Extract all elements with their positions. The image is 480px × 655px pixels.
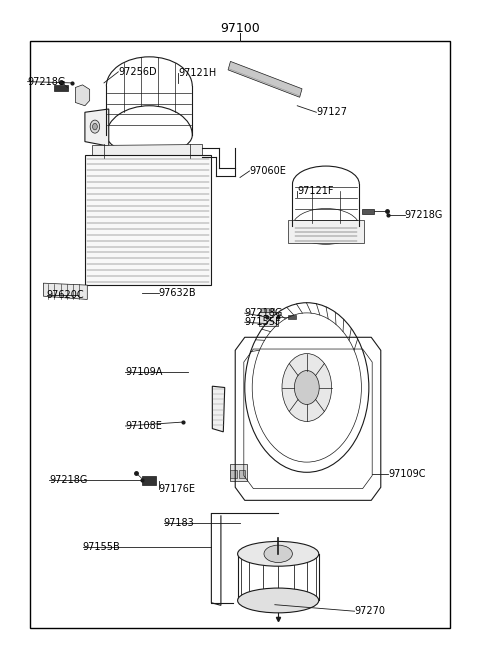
Text: 97256D: 97256D	[118, 67, 157, 77]
Polygon shape	[142, 476, 156, 485]
Polygon shape	[92, 143, 202, 158]
Text: 97183: 97183	[164, 518, 194, 528]
Text: 97620C: 97620C	[47, 290, 84, 300]
Text: 97109A: 97109A	[125, 367, 163, 377]
Bar	[266, 308, 269, 312]
Bar	[239, 470, 245, 477]
Text: 97121F: 97121F	[297, 185, 334, 196]
Bar	[288, 315, 296, 319]
Bar	[30, 41, 450, 627]
Text: 97632B: 97632B	[159, 288, 196, 298]
Polygon shape	[85, 155, 211, 285]
Text: 97121H: 97121H	[178, 68, 216, 78]
Circle shape	[282, 354, 332, 421]
Polygon shape	[259, 312, 278, 326]
Ellipse shape	[264, 545, 292, 563]
Ellipse shape	[238, 588, 319, 613]
Text: 97218G: 97218G	[28, 77, 66, 86]
Bar	[261, 308, 264, 312]
Text: 97176E: 97176E	[159, 483, 196, 494]
Polygon shape	[54, 85, 68, 91]
Polygon shape	[212, 386, 225, 432]
Text: 97109C: 97109C	[388, 469, 425, 479]
Polygon shape	[85, 109, 109, 146]
Text: 97100: 97100	[220, 22, 260, 35]
Bar	[230, 470, 237, 477]
Ellipse shape	[238, 542, 319, 566]
Polygon shape	[288, 220, 364, 243]
Circle shape	[294, 371, 319, 404]
Text: 97218G: 97218G	[405, 210, 443, 220]
Polygon shape	[75, 85, 90, 105]
Polygon shape	[229, 464, 247, 481]
Text: 97218G: 97218G	[49, 475, 87, 485]
Text: 97108E: 97108E	[125, 421, 162, 431]
Polygon shape	[43, 283, 87, 299]
Text: 97127: 97127	[316, 107, 348, 117]
Text: 97270: 97270	[355, 607, 385, 616]
Bar	[271, 308, 274, 312]
Bar	[362, 209, 373, 214]
Circle shape	[93, 123, 97, 130]
Text: 97060E: 97060E	[250, 166, 287, 176]
Text: 97155F: 97155F	[245, 317, 281, 328]
Polygon shape	[228, 62, 302, 97]
Circle shape	[90, 120, 100, 133]
Text: 97218G: 97218G	[245, 308, 283, 318]
Text: 97155B: 97155B	[83, 542, 120, 552]
